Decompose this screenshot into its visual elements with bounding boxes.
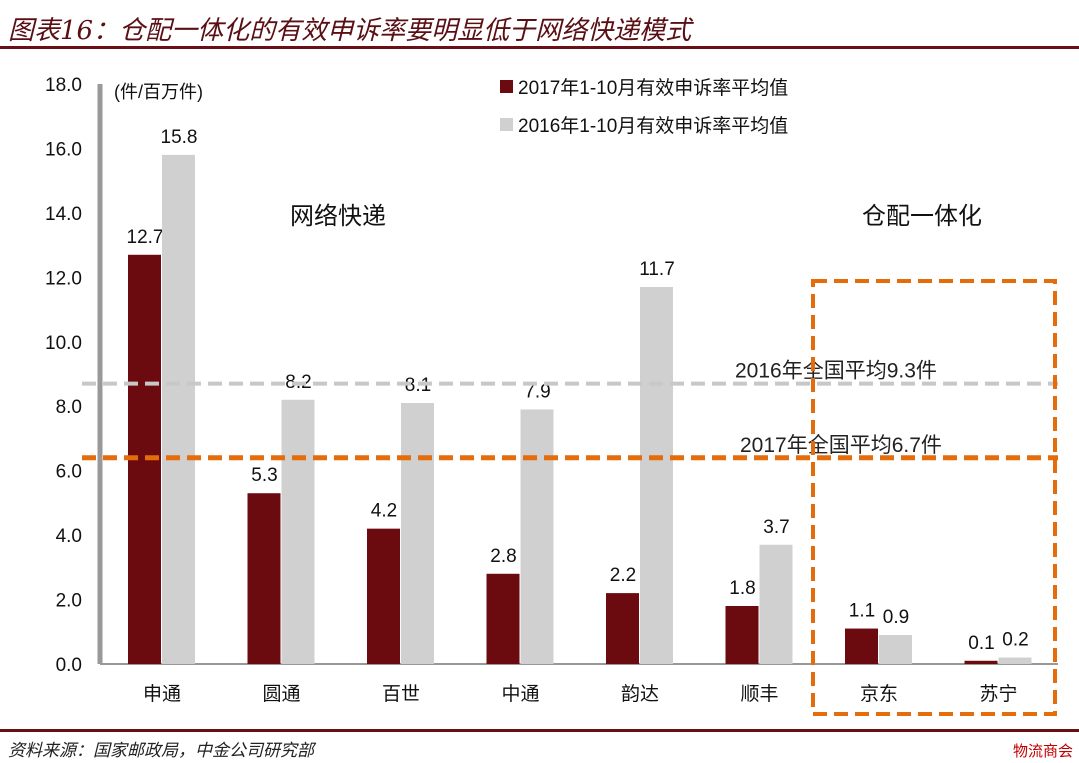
y-tick-label: 8.0 <box>56 397 82 418</box>
bar-2017 <box>247 493 281 664</box>
y-tick-label: 2.0 <box>56 591 82 612</box>
data-label: 1.1 <box>849 601 875 622</box>
data-label: 12.7 <box>127 227 164 248</box>
bar-2017 <box>725 606 759 664</box>
annotation-network-express: 网络快递 <box>290 203 386 230</box>
bar-2016 <box>759 544 793 664</box>
x-tick-label: 申通 <box>143 683 181 705</box>
bar-2017 <box>486 573 520 664</box>
watermark: 物流商会 <box>1012 743 1073 760</box>
y-tick-label: 12.0 <box>45 268 82 289</box>
x-tick-label: 顺丰 <box>740 683 778 705</box>
legend-label: 2017年1-10月有效申诉率平均值 <box>518 77 788 99</box>
x-tick-label: 韵达 <box>621 683 659 705</box>
bar-2017 <box>367 528 400 664</box>
y-tick-label: 18.0 <box>45 75 82 96</box>
data-label: 7.9 <box>524 381 550 402</box>
bar-2016 <box>401 403 434 664</box>
reference-line-label: 2016年全国平均9.3件 <box>735 360 937 383</box>
chart-title: 图表16：仓配一体化的有效申诉率要明显低于网络快递模式 <box>8 16 692 46</box>
title-rule <box>0 46 1079 49</box>
bar-2016 <box>520 409 554 664</box>
bar-2016 <box>640 287 673 664</box>
bar-2016 <box>281 399 315 664</box>
x-tick-label: 中通 <box>501 683 539 705</box>
x-tick-label: 苏宁 <box>979 683 1017 705</box>
legend-swatch <box>500 118 513 131</box>
bar-2016 <box>879 635 912 664</box>
y-tick-label: 0.0 <box>56 655 82 676</box>
unit-label: (件/百万件) <box>114 82 203 102</box>
annotation-warehouse-delivery: 仓配一体化 <box>862 203 982 230</box>
legend-label: 2016年1-10月有效申诉率平均值 <box>518 115 788 137</box>
bar-2016 <box>162 154 195 664</box>
data-label: 1.8 <box>729 578 755 599</box>
y-tick-label: 14.0 <box>45 204 82 225</box>
data-label: 0.9 <box>883 607 909 628</box>
data-label: 5.3 <box>251 465 277 486</box>
data-label: 0.2 <box>1002 630 1028 651</box>
reference-line-label: 2017年全国平均6.7件 <box>740 434 942 457</box>
data-label: 11.7 <box>639 259 675 280</box>
bar-2016 <box>998 657 1032 664</box>
data-label: 15.8 <box>161 127 198 148</box>
x-tick-label: 京东 <box>860 683 898 705</box>
y-tick-label: 16.0 <box>45 139 82 160</box>
data-label: 2.2 <box>610 565 636 586</box>
data-label: 2.8 <box>490 546 516 567</box>
source-note: 资料来源：国家邮政局，中金公司研究部 <box>8 741 314 761</box>
data-label: 4.2 <box>371 501 397 522</box>
x-tick-label: 百世 <box>382 683 420 705</box>
legend-swatch <box>500 80 513 93</box>
bar-2017 <box>606 593 639 664</box>
bar-2017 <box>964 660 998 664</box>
y-tick-label: 10.0 <box>45 333 82 354</box>
y-tick-label: 6.0 <box>56 462 82 483</box>
y-tick-label: 4.0 <box>56 526 82 547</box>
bar-2017 <box>845 628 878 664</box>
footer-rule <box>0 729 1079 732</box>
data-label: 3.7 <box>763 517 789 538</box>
x-tick-label: 圆通 <box>262 683 300 705</box>
data-label: 0.1 <box>968 633 994 654</box>
